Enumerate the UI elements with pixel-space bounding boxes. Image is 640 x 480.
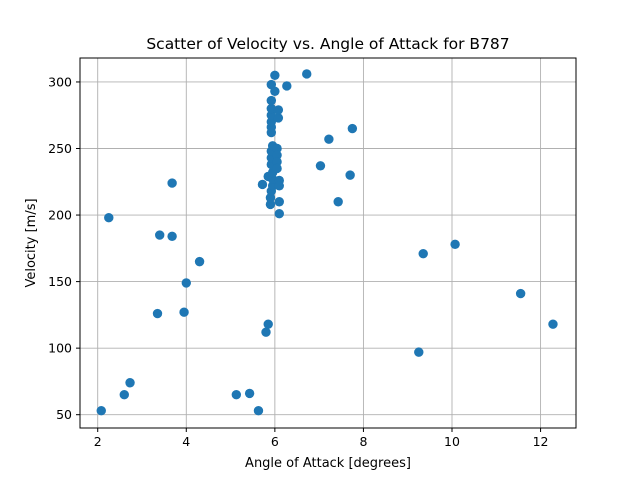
data-point (515, 288, 526, 299)
data-point (167, 231, 177, 242)
data-point (333, 197, 343, 207)
data-point (273, 113, 284, 123)
y-tick-label: 150 (48, 274, 72, 289)
data-point (272, 143, 282, 154)
y-axis-label: Velocity [m/s] (24, 198, 39, 287)
data-point (266, 103, 277, 114)
data-point (315, 161, 326, 171)
x-tick-label: 4 (182, 434, 190, 449)
y-tick-label: 50 (56, 407, 72, 422)
data-point (265, 199, 276, 210)
data-point (272, 157, 282, 167)
data-point (167, 178, 177, 188)
data-point (302, 69, 312, 79)
chart-title: Scatter of Velocity vs. Angle of Attack … (146, 35, 509, 53)
data-point (274, 197, 284, 207)
data-point (263, 319, 273, 329)
data-point (450, 239, 460, 250)
plot-frame (79, 57, 577, 429)
data-point (548, 319, 558, 329)
data-points (96, 69, 558, 416)
data-point (181, 278, 191, 288)
data-point (347, 123, 358, 134)
data-point (244, 388, 255, 399)
data-point (414, 347, 424, 357)
y-tick-label: 200 (48, 208, 72, 223)
data-point (104, 213, 114, 223)
y-tick-label: 300 (48, 74, 72, 89)
data-point (273, 105, 284, 115)
data-point (261, 327, 271, 337)
data-point (267, 181, 278, 191)
data-point (96, 405, 106, 416)
data-point (274, 181, 284, 191)
x-tick-label: 2 (94, 434, 102, 449)
data-point (345, 170, 355, 180)
data-point (257, 179, 268, 190)
data-point (125, 378, 135, 388)
x-tick-label: 8 (359, 434, 367, 449)
data-point (119, 390, 129, 400)
data-point (179, 307, 189, 317)
data-point (231, 390, 242, 400)
data-point (274, 209, 284, 219)
data-point (253, 405, 264, 416)
x-tick-label: 10 (444, 434, 460, 449)
data-point (152, 308, 163, 319)
data-point (270, 70, 280, 81)
data-point (266, 117, 277, 127)
y-tick-label: 250 (48, 141, 72, 156)
x-tick-label: 6 (271, 434, 279, 449)
x-axis-label: Angle of Attack [degrees] (245, 456, 411, 471)
data-point (266, 95, 277, 106)
data-point (272, 163, 282, 174)
data-point (418, 248, 428, 259)
data-point (272, 150, 282, 160)
axis-ticks: 2 4 6 8 10 12 50 100 150 200 250 300 (48, 74, 548, 449)
data-point (270, 86, 280, 96)
y-tick-label: 100 (48, 341, 72, 356)
data-point (282, 81, 292, 91)
data-point (324, 134, 334, 144)
data-point (194, 256, 205, 267)
x-tick-label: 12 (533, 434, 549, 449)
data-point (155, 230, 165, 240)
data-point (266, 110, 277, 120)
